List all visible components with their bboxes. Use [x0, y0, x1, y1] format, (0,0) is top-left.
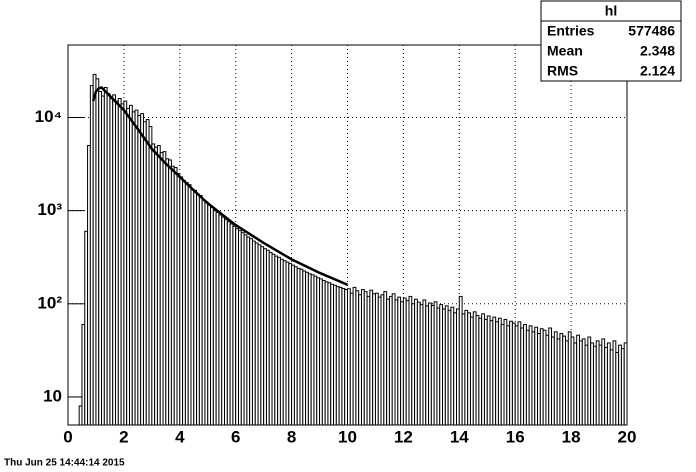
y-tick-label: 10: [43, 386, 62, 405]
x-tick-label: 14: [450, 427, 469, 446]
x-tick-label: 0: [63, 427, 72, 446]
stats-value: 2.124: [640, 63, 675, 79]
x-tick-label: 2: [119, 427, 128, 446]
x-tick-label: 10: [338, 427, 357, 446]
y-tick-label: 10⁴: [35, 107, 62, 126]
stats-value: 2.348: [640, 43, 675, 59]
y-tick-label: 10²: [37, 293, 62, 312]
x-tick-label: 20: [618, 427, 637, 446]
stats-box: hl Entries 577486 Mean 2.348 RMS 2.124: [540, 0, 682, 82]
stats-label: Mean: [547, 43, 583, 59]
stats-frame: [540, 0, 682, 82]
x-tick-label: 4: [175, 427, 185, 446]
stats-value: 577486: [628, 23, 675, 39]
x-tick-label: 6: [231, 427, 240, 446]
x-tick-label: 12: [394, 427, 413, 446]
x-tick-label: 8: [287, 427, 296, 446]
stats-title: hl: [605, 3, 617, 19]
y-tick-label: 10³: [37, 200, 62, 219]
stats-label: Entries: [547, 23, 595, 39]
fit-line: [91, 86, 348, 286]
stats-label: RMS: [547, 63, 578, 79]
x-tick-label: 18: [562, 427, 581, 446]
x-tick-label: 16: [506, 427, 525, 446]
date: Thu Jun 25 14:44:14 2015: [4, 458, 125, 469]
frame: [67, 44, 628, 426]
